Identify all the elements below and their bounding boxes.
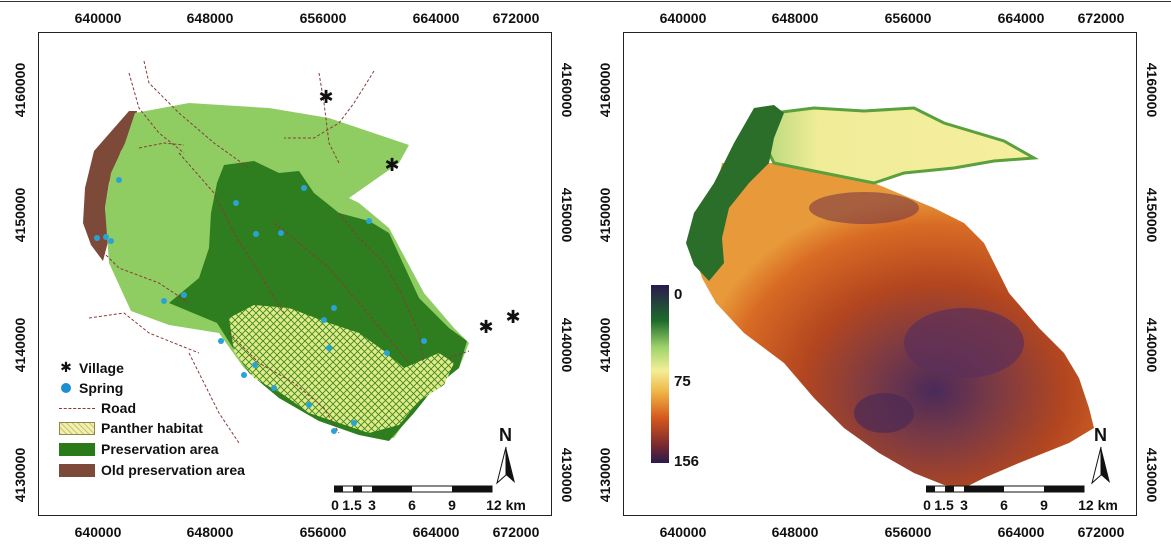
x-tick-bottom: 648000 <box>186 524 234 540</box>
north-label: N <box>499 425 512 445</box>
legend-old-preservation-area: Old preservation area <box>59 462 245 478</box>
fill-swatch-icon <box>59 442 95 456</box>
scale-label: 9 <box>448 497 456 513</box>
legend-label: Old preservation area <box>101 462 245 478</box>
y-tick-right: 4130000 <box>1144 447 1160 503</box>
x-tick-top: 640000 <box>74 10 122 26</box>
y-tick-left: 4150000 <box>12 187 28 243</box>
top-rule <box>0 1 1171 2</box>
x-tick-top: 648000 <box>186 10 234 26</box>
y-tick-right: 4130000 <box>559 447 575 503</box>
raster-map <box>686 105 1094 488</box>
x-tick-bottom: 672000 <box>492 524 540 540</box>
scale-label: 12 km <box>1078 497 1118 513</box>
legend-label: Spring <box>79 380 124 396</box>
roads <box>88 60 470 444</box>
svg-text:✱: ✱ <box>505 307 520 328</box>
x-tick-bottom: 664000 <box>412 524 460 540</box>
y-tick-left: 4160000 <box>597 62 613 118</box>
x-tick-top: 664000 <box>412 10 460 26</box>
scale-label: 3 <box>960 497 968 513</box>
y-tick-right: 4150000 <box>1144 187 1160 243</box>
dashed-line-icon <box>59 407 95 409</box>
legend-panther-habitat: Panther habitat <box>59 420 203 436</box>
legend-village: ✱ Village <box>59 360 124 376</box>
y-tick-right: 4140000 <box>559 317 575 373</box>
x-tick-top: 648000 <box>771 10 819 26</box>
y-tick-right: 4150000 <box>559 187 575 243</box>
hatch-swatch-icon <box>59 421 95 435</box>
legend-preservation-area: Preservation area <box>59 441 219 457</box>
legend-road: Road <box>59 400 136 416</box>
legend-label: Preservation area <box>101 441 219 457</box>
dot-icon <box>61 383 71 393</box>
svg-text:✱: ✱ <box>318 87 333 108</box>
scale-label: 6 <box>1000 497 1008 513</box>
svg-text:✱: ✱ <box>384 155 399 176</box>
x-tick-top: 656000 <box>299 10 347 26</box>
legend-label: Road <box>101 400 136 416</box>
colorbar-label-max: 156 <box>674 453 700 470</box>
y-tick-left: 4130000 <box>12 447 28 503</box>
x-tick-top: 664000 <box>997 10 1045 26</box>
scale-label: 1.5 <box>934 497 954 513</box>
north-arrow-icon <box>1091 446 1110 485</box>
scale-label: 1.5 <box>342 497 362 513</box>
x-tick-top: 672000 <box>492 10 540 26</box>
scale-label: 0 <box>923 497 931 513</box>
x-tick-bottom: 640000 <box>74 524 122 540</box>
fill-swatch-icon <box>59 463 95 477</box>
colorbar-label-mid: 75 <box>674 373 691 390</box>
springs <box>94 177 427 434</box>
x-tick-bottom: 664000 <box>997 524 1045 540</box>
scale-label: 3 <box>368 497 376 513</box>
scale-bar <box>926 485 1085 493</box>
scale-label: 6 <box>408 497 416 513</box>
y-tick-right: 4160000 <box>1144 62 1160 118</box>
asterisk-icon: ✱ <box>60 360 72 376</box>
scale-bar <box>334 485 493 493</box>
scale-label: 9 <box>1040 497 1048 513</box>
y-tick-left: 4160000 <box>12 62 28 118</box>
y-tick-right: 4140000 <box>1144 317 1160 373</box>
x-tick-bottom: 656000 <box>884 524 932 540</box>
scale-label: 0 <box>331 497 339 513</box>
north-arrow-icon <box>496 446 515 485</box>
colorbar-label-min: 0 <box>674 286 683 303</box>
study-area-map: ✱ ✱ ✱ ✱ <box>83 60 521 444</box>
map-frame: ✱ ✱ ✱ ✱ ✱ Village Spring Road Panther ha… <box>38 32 552 516</box>
x-tick-bottom: 640000 <box>659 524 707 540</box>
x-tick-bottom: 672000 <box>1077 524 1125 540</box>
y-tick-right: 4160000 <box>559 62 575 118</box>
x-tick-bottom: 648000 <box>771 524 819 540</box>
y-tick-left: 4150000 <box>597 187 613 243</box>
y-tick-left: 4140000 <box>12 317 28 373</box>
y-tick-left: 4130000 <box>597 447 613 503</box>
x-tick-bottom: 656000 <box>299 524 347 540</box>
x-tick-top: 656000 <box>884 10 932 26</box>
legend-label: Panther habitat <box>101 420 203 436</box>
villages: ✱ ✱ ✱ ✱ <box>318 87 520 338</box>
legend-label: Village <box>79 360 124 376</box>
y-tick-left: 4140000 <box>597 317 613 373</box>
legend-spring: Spring <box>59 380 123 396</box>
map-frame: 0 75 156 N 0 1.5 3 6 9 12 km <box>623 32 1137 516</box>
north-label: N <box>1094 425 1107 445</box>
colorbar <box>651 285 669 463</box>
x-tick-top: 640000 <box>659 10 707 26</box>
svg-text:✱: ✱ <box>478 317 493 338</box>
x-tick-top: 672000 <box>1077 10 1125 26</box>
scale-label: 12 km <box>486 497 526 513</box>
